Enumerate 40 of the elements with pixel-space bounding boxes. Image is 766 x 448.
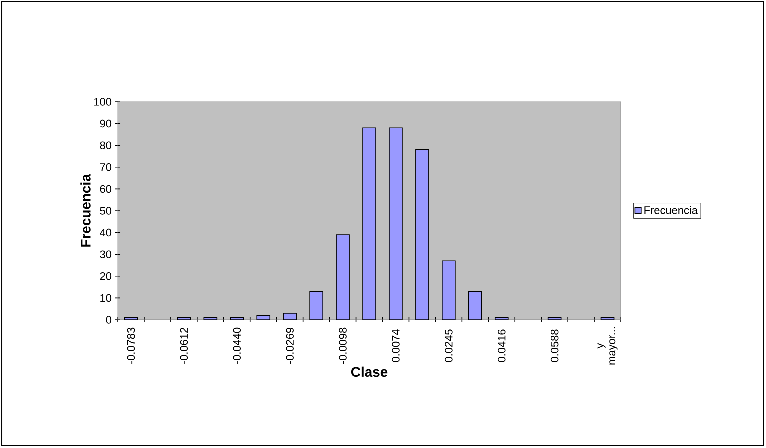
bar (416, 150, 430, 320)
bar (442, 260, 456, 320)
bar (204, 317, 218, 320)
y-tick-label: 80 (100, 142, 112, 150)
y-tick-label: 30 (100, 250, 112, 258)
y-tick-label: 60 (100, 185, 112, 194)
bar (283, 313, 297, 320)
y-tick-label: 0 (106, 316, 112, 324)
y-tick-label: 10 (100, 294, 112, 302)
x-tick-label: 0.0074 (392, 330, 400, 362)
y-tick-label: 40 (100, 228, 112, 237)
x-tick-label: -0.0783 (127, 328, 136, 364)
x-tick-label: -0.0269 (286, 328, 294, 364)
x-tick-label: y mayor... (598, 328, 618, 365)
y-tick-label: 50 (100, 207, 112, 215)
x-tick-label: 0.0588 (550, 330, 559, 362)
x-tick-label: 0.0416 (498, 330, 506, 362)
bar (548, 317, 562, 320)
bar (600, 317, 615, 320)
x-axis-title: Clase (351, 366, 388, 378)
x-tick-label: -0.0440 (233, 328, 242, 364)
bar (124, 317, 138, 320)
bar (494, 317, 509, 320)
bar (177, 317, 192, 320)
bar (468, 291, 482, 320)
legend-label: Frecuencia (644, 206, 698, 214)
y-tick-label: 20 (100, 272, 112, 280)
y-tick-label: 100 (94, 98, 112, 106)
bar (256, 315, 271, 320)
y-tick-label: 90 (100, 120, 112, 128)
bar (362, 128, 376, 320)
y-axis-title: Frecuencia (80, 174, 91, 247)
bar (310, 291, 324, 320)
bar (336, 234, 350, 320)
x-tick-label: -0.0098 (339, 328, 347, 364)
bar (389, 128, 403, 320)
x-tick-label: 0.0245 (445, 330, 453, 362)
bar (230, 317, 244, 320)
y-tick-label: 70 (100, 164, 112, 172)
x-tick-label: -0.0612 (180, 328, 188, 364)
